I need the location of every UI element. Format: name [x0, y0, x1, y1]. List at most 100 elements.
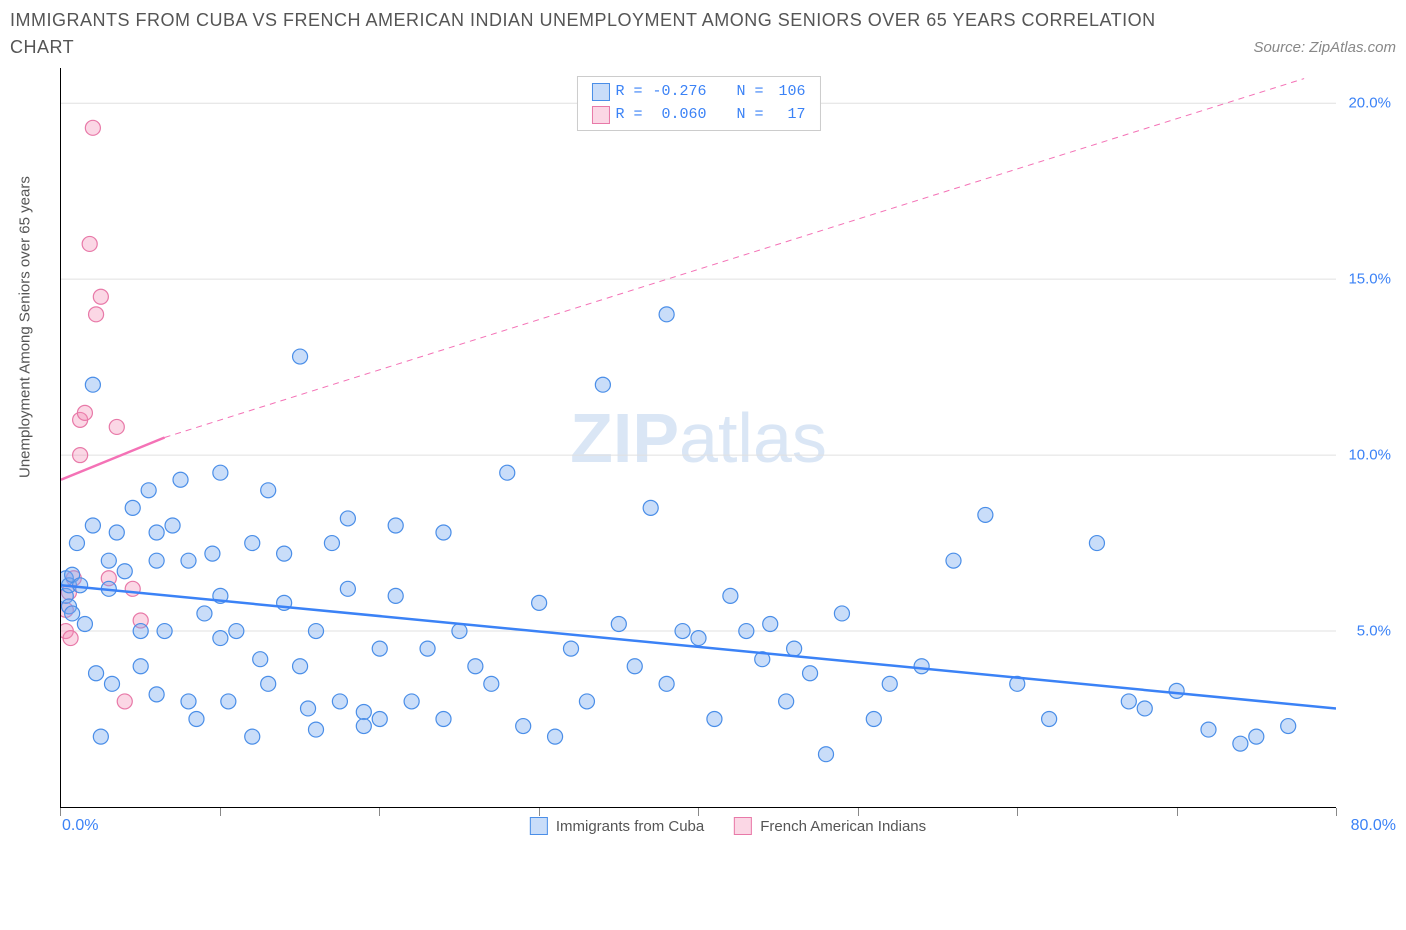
scatter-point	[85, 377, 100, 392]
scatter-point	[548, 729, 563, 744]
scatter-point	[117, 564, 132, 579]
scatter-point	[73, 578, 88, 593]
trend-line-s2-dashed	[165, 79, 1305, 438]
scatter-point	[356, 704, 371, 719]
scatter-point	[89, 666, 104, 681]
legend-item: Immigrants from Cuba	[530, 817, 704, 835]
legend-label: French American Indians	[760, 818, 926, 835]
chart-title-line1: IMMIGRANTS FROM CUBA VS FRENCH AMERICAN …	[10, 10, 1396, 31]
scatter-point	[197, 606, 212, 621]
r-value: 0.060	[648, 104, 706, 127]
scatter-point	[65, 606, 80, 621]
r-label: R =	[615, 81, 642, 104]
scatter-point	[500, 465, 515, 480]
scatter-point	[834, 606, 849, 621]
scatter-point	[85, 120, 100, 135]
scatter-point	[229, 624, 244, 639]
scatter-point	[181, 694, 196, 709]
bottom-legend: 0.0% Immigrants from CubaFrench American…	[60, 814, 1396, 838]
legend-swatch	[591, 83, 609, 101]
scatter-point	[109, 419, 124, 434]
scatter-point	[93, 289, 108, 304]
scatter-point	[293, 659, 308, 674]
y-axis-tick: 15.0%	[1348, 271, 1391, 288]
scatter-point	[261, 676, 276, 691]
scatter-point	[468, 659, 483, 674]
scatter-point	[221, 694, 236, 709]
legend-swatch	[530, 817, 548, 835]
scatter-point	[452, 624, 467, 639]
trend-line-s1	[61, 585, 1336, 708]
legend-item: French American Indians	[734, 817, 926, 835]
chart-title-line2: CHART	[10, 37, 74, 58]
scatter-point	[787, 641, 802, 656]
chart: Unemployment Among Seniors over 65 years…	[10, 68, 1396, 868]
scatter-point	[117, 694, 132, 709]
scatter-point	[125, 581, 140, 596]
stat-row: R =0.060 N =17	[591, 104, 805, 127]
scatter-point	[245, 729, 260, 744]
scatter-point	[141, 483, 156, 498]
scatter-point	[532, 595, 547, 610]
r-value: -0.276	[648, 81, 706, 104]
scatter-point	[77, 405, 92, 420]
y-axis-label: Unemployment Among Seniors over 65 years	[17, 458, 34, 478]
legend: Immigrants from Cuba French American Indi…	[530, 817, 926, 835]
scatter-point	[1121, 694, 1136, 709]
scatter-point	[914, 659, 929, 674]
scatter-point	[1169, 683, 1184, 698]
scatter-point	[516, 719, 531, 734]
scatter-point	[723, 588, 738, 603]
scatter-point	[125, 500, 140, 515]
scatter-point	[659, 307, 674, 322]
y-axis-tick: 10.0%	[1348, 447, 1391, 464]
scatter-point	[1281, 719, 1296, 734]
x-axis-tick-last: 80.0%	[1351, 817, 1396, 835]
scatter-point	[63, 631, 78, 646]
scatter-point	[388, 518, 403, 533]
scatter-point	[866, 712, 881, 727]
scatter-point	[595, 377, 610, 392]
scatter-point	[404, 694, 419, 709]
scatter-point	[109, 525, 124, 540]
legend-swatch	[591, 106, 609, 124]
scatter-point	[181, 553, 196, 568]
scatter-point	[85, 518, 100, 533]
n-value: 17	[770, 104, 806, 127]
scatter-point	[340, 581, 355, 596]
correlation-stat-box: R =-0.276 N =106R =0.060 N =17	[576, 76, 820, 131]
scatter-point	[133, 659, 148, 674]
scatter-point	[213, 465, 228, 480]
scatter-point	[643, 500, 658, 515]
y-axis-tick: 20.0%	[1348, 95, 1391, 112]
scatter-point	[484, 676, 499, 691]
scatter-point	[173, 472, 188, 487]
scatter-point	[436, 712, 451, 727]
scatter-point	[659, 676, 674, 691]
plot-area: ZIPatlas R =-0.276 N =106R =0.060 N =17 …	[60, 68, 1396, 838]
scatter-point	[1201, 722, 1216, 737]
scatter-point	[261, 483, 276, 498]
scatter-point	[627, 659, 642, 674]
plot: ZIPatlas R =-0.276 N =106R =0.060 N =17 …	[60, 68, 1336, 808]
scatter-point	[324, 536, 339, 551]
scatter-point	[69, 536, 84, 551]
scatter-point	[293, 349, 308, 364]
scatter-point	[763, 617, 778, 632]
scatter-point	[388, 588, 403, 603]
scatter-point	[340, 511, 355, 526]
scatter-point	[245, 536, 260, 551]
scatter-point	[149, 687, 164, 702]
scatter-point	[133, 624, 148, 639]
n-label: N =	[737, 104, 764, 127]
scatter-point	[82, 236, 97, 251]
scatter-point	[818, 747, 833, 762]
scatter-point	[356, 719, 371, 734]
scatter-point	[308, 624, 323, 639]
scatter-point	[1233, 736, 1248, 751]
chart-svg	[61, 68, 1336, 807]
scatter-point	[77, 617, 92, 632]
y-axis-tick: 5.0%	[1357, 623, 1391, 640]
scatter-point	[675, 624, 690, 639]
scatter-point	[420, 641, 435, 656]
